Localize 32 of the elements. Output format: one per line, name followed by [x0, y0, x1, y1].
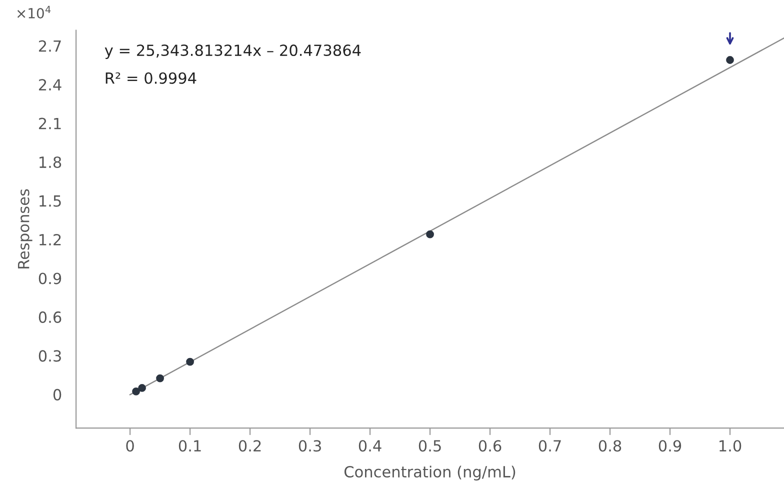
x-tick-label: 0.9: [658, 440, 682, 452]
y-tick-label: 2.4: [38, 79, 62, 90]
point: [138, 384, 146, 392]
point: [132, 388, 140, 396]
y-tick-label: 0.3: [38, 350, 61, 362]
point: [726, 56, 734, 64]
y-tick-label: 1.2: [40, 234, 61, 246]
y-tick-label: 1.8: [40, 156, 62, 168]
x-tick-label: 0.6: [478, 440, 502, 452]
y-tick-label: 1.5: [40, 195, 61, 207]
y-axis-title: Responses: [18, 189, 32, 268]
x-axis-title: Concentration (ng/mL): [344, 466, 516, 480]
annotation: y = 25,343.813214x – 20.473864: [104, 44, 361, 60]
text: ×10$^{4}$: [17, 6, 51, 18]
annotation: R² = 0.9994: [106, 72, 196, 84]
point: [426, 230, 434, 238]
x-tick-label: 0.5: [418, 440, 441, 452]
x-tick-label: 0.3: [298, 440, 321, 452]
x-tick-label: 0.4: [358, 440, 382, 452]
y-tick-label: 2.7: [38, 40, 61, 52]
x-tick-label: 1.0: [720, 440, 742, 452]
point: [156, 374, 164, 382]
point: [186, 358, 194, 366]
y-tick-label: 0.6: [38, 311, 62, 323]
y-tick-label: 0: [53, 388, 62, 400]
y-tick-label: 0.9: [38, 272, 62, 284]
y-tick-label: 2.1: [38, 118, 61, 130]
x-tick-label: 0: [126, 440, 134, 452]
x-tick-label: 0.7: [538, 440, 561, 452]
x-tick-label: 0.8: [598, 440, 622, 452]
x-tick-label: 0.1: [178, 440, 201, 452]
x-tick-label: 0.2: [238, 440, 261, 452]
